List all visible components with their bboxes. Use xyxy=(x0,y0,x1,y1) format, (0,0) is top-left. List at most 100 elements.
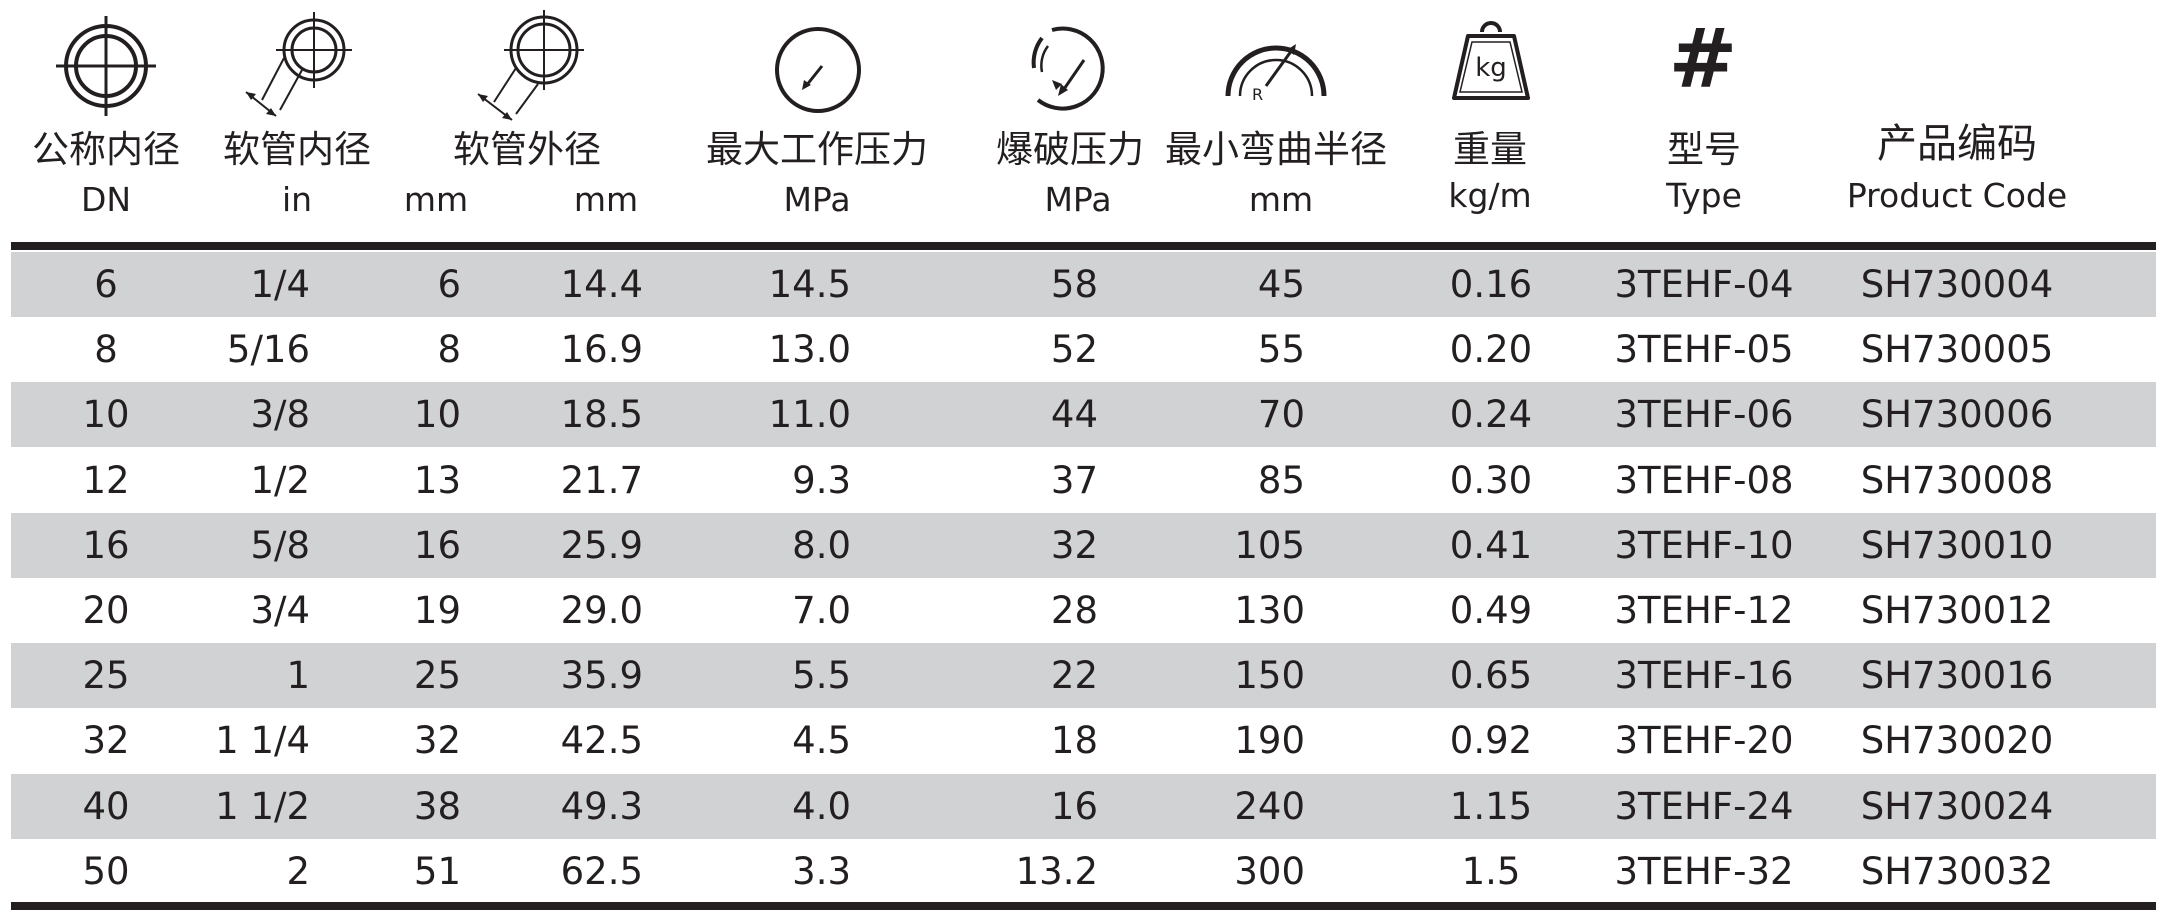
table-row: 25 1 25 35.9 5.5 22 150 0.65 3TEHF-16 SH730016 xyxy=(11,643,2156,709)
cell-dn: 50 xyxy=(82,849,130,893)
cell-code: SH730020 xyxy=(1860,719,2054,763)
cell-od-mm: 16.9 xyxy=(560,328,643,372)
cell-wp: 8.0 xyxy=(792,523,851,567)
cell-wp: 13.0 xyxy=(768,328,851,372)
cell-dn: 32 xyxy=(82,719,130,763)
cell-wt: 0.65 xyxy=(1449,654,1533,698)
cell-code: SH730005 xyxy=(1860,328,2054,372)
cell-od-mm: 42.5 xyxy=(560,719,643,763)
header-type: 型号 xyxy=(1667,128,1741,171)
cell-id-mm: 32 xyxy=(413,719,461,763)
hash-icon: # xyxy=(1668,12,1738,107)
cell-type: 3TEHF-10 xyxy=(1614,523,1794,567)
weight-icon-label: kg xyxy=(1475,53,1507,83)
table-row: 12 1/2 13 21.7 9.3 37 85 0.30 3TEHF-08 SH730008 xyxy=(11,448,2156,513)
header-nominal-id: 公称内径 xyxy=(32,128,180,171)
cell-code: SH730004 xyxy=(1860,263,2054,306)
cell-br: 130 xyxy=(1234,589,1305,632)
cell-od-mm: 35.9 xyxy=(560,654,643,698)
table-row: 10 3/8 10 18.5 11.0 44 70 0.24 3TEHF-06 SH730006 xyxy=(11,382,2156,448)
cell-od-mm: 21.7 xyxy=(560,458,643,502)
cell-id-mm: 19 xyxy=(413,589,461,632)
unit-weight: kg/m xyxy=(1448,176,1532,215)
cell-code: SH730016 xyxy=(1860,654,2054,698)
unit-hose-id: in xyxy=(281,180,313,219)
nominal-diameter-icon xyxy=(56,16,156,116)
cell-dn: 16 xyxy=(82,523,130,567)
cell-inch: 1 xyxy=(286,654,310,698)
cell-type: 3TEHF-04 xyxy=(1614,263,1794,306)
cell-wp: 3.3 xyxy=(792,849,851,893)
cell-id-mm: 38 xyxy=(413,784,461,828)
inner-diameter-icon xyxy=(245,12,352,117)
cell-wt: 1.15 xyxy=(1449,784,1533,828)
cell-od-mm: 18.5 xyxy=(560,393,643,437)
cell-inch: 3/8 xyxy=(250,393,310,437)
table-row: 16 5/8 16 25.9 8.0 32 105 0.41 3TEHF-10 SH730010 xyxy=(11,512,2156,578)
cell-dn: 25 xyxy=(82,654,130,698)
cell-type: 3TEHF-16 xyxy=(1614,654,1794,698)
weight-icon: kg xyxy=(1452,21,1530,100)
table-bottom-rule xyxy=(11,902,2156,910)
cell-bp: 16 xyxy=(1050,784,1098,828)
cell-id-mm: 10 xyxy=(413,393,461,437)
cell-id-mm: 25 xyxy=(413,654,461,698)
cell-type: 3TEHF-20 xyxy=(1614,719,1794,763)
cell-code: SH730012 xyxy=(1860,589,2054,632)
cell-code: SH730024 xyxy=(1860,784,2054,828)
cell-wp: 7.0 xyxy=(792,589,851,632)
table-row: 20 3/4 19 29.0 7.0 28 130 0.49 3TEHF-12 SH730012 xyxy=(11,578,2156,643)
cell-bp: 28 xyxy=(1050,589,1098,632)
cell-inch: 1/4 xyxy=(250,263,310,306)
cell-type: 3TEHF-06 xyxy=(1614,393,1794,437)
cell-type: 3TEHF-05 xyxy=(1614,328,1794,372)
cell-type: 3TEHF-32 xyxy=(1614,849,1794,893)
svg-text:R: R xyxy=(1252,85,1263,102)
cell-bp: 44 xyxy=(1050,393,1098,437)
cell-wt: 0.41 xyxy=(1449,523,1533,567)
cell-wt: 0.49 xyxy=(1449,589,1533,632)
header-max-pressure: 最大工作压力 xyxy=(706,128,928,171)
burst-gauge-icon xyxy=(1031,26,1105,111)
header-weight: 重量 xyxy=(1453,128,1527,171)
cell-inch: 3/4 xyxy=(250,589,310,632)
cell-id-mm: 13 xyxy=(413,458,461,502)
table-top-rule xyxy=(11,242,2156,250)
unit-hose-id-mm: mm xyxy=(403,180,469,219)
unit-burst-pressure: MPa xyxy=(1044,180,1112,219)
cell-od-mm: 62.5 xyxy=(560,849,643,893)
cell-dn: 12 xyxy=(82,458,130,502)
cell-code: SH730008 xyxy=(1860,458,2054,502)
bend-radius-icon: R xyxy=(1225,44,1327,102)
cell-inch: 5/16 xyxy=(226,328,310,372)
cell-wt: 0.16 xyxy=(1449,263,1533,306)
cell-br: 190 xyxy=(1234,719,1305,763)
cell-code: SH730010 xyxy=(1860,523,2054,567)
outer-diameter-icon xyxy=(477,10,584,121)
header-bend-radius: 最小弯曲半径 xyxy=(1165,128,1387,171)
cell-id-mm: 51 xyxy=(413,849,461,893)
cell-wp: 11.0 xyxy=(768,393,851,437)
cell-bp: 52 xyxy=(1050,328,1098,372)
table-row: 32 1 1/4 32 42.5 4.5 18 190 0.92 3TEHF-20 SH73002… xyxy=(11,708,2156,773)
cell-inch: 2 xyxy=(286,849,310,893)
pressure-gauge-icon xyxy=(775,27,861,113)
cell-id-mm: 8 xyxy=(437,328,461,372)
cell-code: SH730032 xyxy=(1860,849,2054,893)
cell-wt: 1.5 xyxy=(1461,849,1521,893)
cell-br: 105 xyxy=(1234,523,1305,567)
cell-wp: 9.3 xyxy=(792,458,851,502)
cell-br: 150 xyxy=(1234,654,1305,698)
cell-br: 45 xyxy=(1257,263,1305,306)
header-hose-id: 软管内径 xyxy=(223,128,371,171)
unit-hose-od-mm: mm xyxy=(573,180,639,219)
cell-wp: 4.5 xyxy=(792,719,851,763)
table-row: 50 2 51 62.5 3.3 13.2 300 1.5 3TEHF-32 SH730032 xyxy=(11,839,2156,904)
cell-od-mm: 14.4 xyxy=(560,263,643,306)
cell-od-mm: 25.9 xyxy=(560,523,643,567)
unit-type: Type xyxy=(1666,176,1742,215)
cell-dn: 10 xyxy=(82,393,130,437)
cell-br: 70 xyxy=(1257,393,1305,437)
cell-inch: 1/2 xyxy=(250,458,310,502)
cell-wp: 4.0 xyxy=(792,784,851,828)
